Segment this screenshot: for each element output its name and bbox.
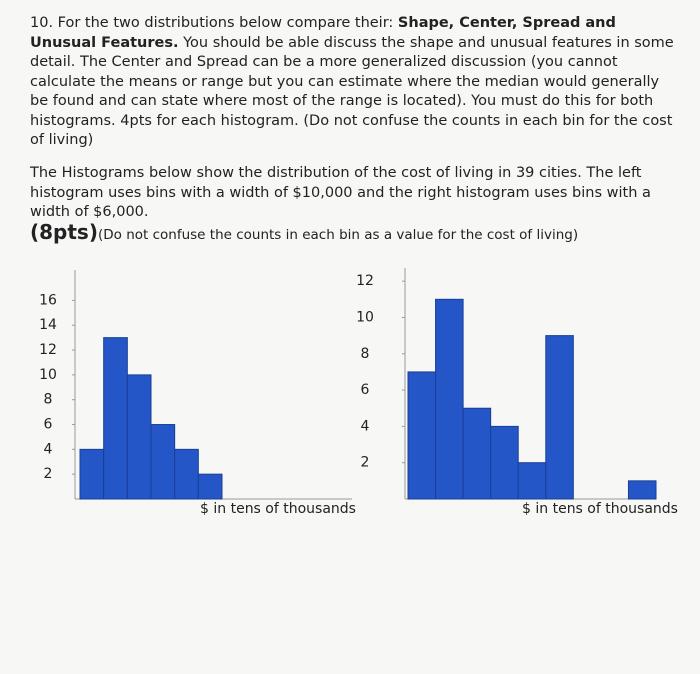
y-tick-label: 4	[44, 441, 53, 457]
y-tick-label: 12	[356, 273, 374, 289]
histogram-bar	[462, 407, 492, 500]
histogram-bar	[174, 448, 199, 500]
y-tick-label: 2	[44, 466, 53, 482]
points: (8pts)	[30, 219, 98, 244]
y-tick-label: 6	[361, 382, 370, 398]
histogram-bar	[103, 337, 128, 500]
histogram-bar	[150, 424, 176, 500]
y-tick-label: 4	[361, 418, 370, 434]
y-tick-label: 14	[39, 317, 57, 333]
y-tick-label: 8	[44, 392, 53, 408]
y-tick-label: 2	[361, 455, 370, 471]
note: (Do not confuse the counts in each bin a…	[97, 226, 579, 243]
histogram-bar	[126, 374, 152, 500]
question-text: 10. For the two distributions below comp…	[30, 14, 680, 151]
y-tick-label: 16	[39, 292, 57, 308]
description-text: The Histograms below show the distributi…	[30, 165, 651, 220]
question-intro: 10. For the two distributions below comp…	[30, 15, 398, 31]
histogram-bar	[490, 425, 519, 500]
question-bold: Shape, Center, Spread and Unusual Featur…	[30, 15, 616, 51]
question-rest: You should be able discuss the shape and…	[30, 34, 674, 149]
histogram-bar	[197, 473, 223, 500]
histogram-bar	[517, 462, 547, 500]
y-tick-label: 8	[361, 346, 370, 362]
y-tick-label: 12	[39, 342, 57, 358]
histogram-description: The Histograms below show the distributi…	[30, 164, 680, 245]
x-axis-label: $ in tens of thousands	[200, 501, 356, 517]
histogram-bar	[545, 335, 574, 500]
y-tick-label: 10	[356, 309, 374, 325]
x-axis-label: $ in tens of thousands	[522, 501, 678, 517]
y-tick-label: 10	[39, 367, 57, 383]
y-tick-label: 6	[44, 417, 53, 433]
histogram-bar	[627, 480, 657, 500]
histogram-bar	[407, 371, 437, 500]
histogram-bar	[79, 448, 105, 500]
histogram-bar	[435, 298, 464, 500]
